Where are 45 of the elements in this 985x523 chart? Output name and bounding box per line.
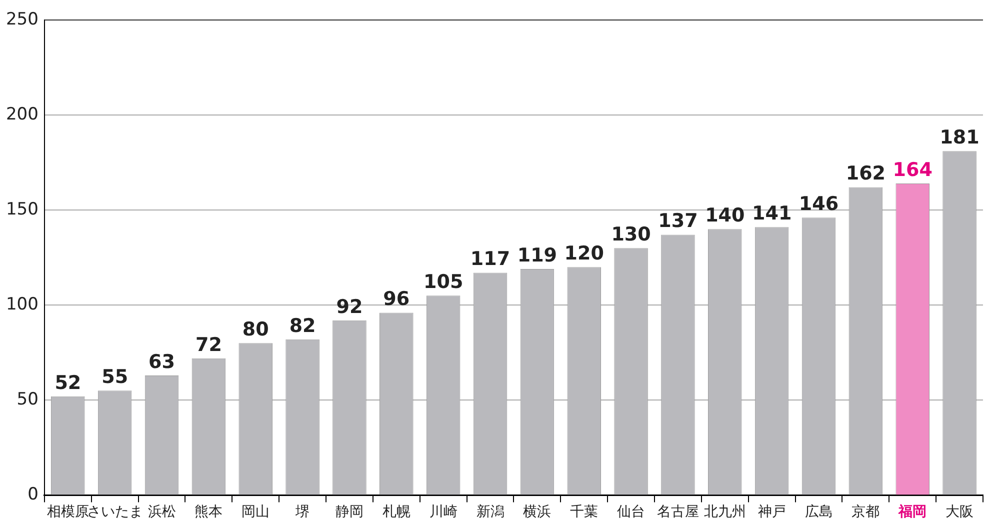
data-label: 130 xyxy=(611,224,651,246)
data-label: 140 xyxy=(705,204,745,227)
data-label: 52 xyxy=(54,372,82,394)
data-label: 120 xyxy=(564,242,604,265)
x-tick-label: 大阪 xyxy=(946,504,974,520)
data-label: 80 xyxy=(242,318,269,341)
data-label: 82 xyxy=(289,314,316,337)
x-tick-label: 神戸 xyxy=(758,504,786,520)
x-tick-label: 仙台 xyxy=(617,504,646,520)
x-tick-label: 札幌 xyxy=(382,504,410,520)
x-tick-label: 北九州 xyxy=(704,504,746,520)
x-tick-label: 岡山 xyxy=(242,504,270,520)
data-label: 105 xyxy=(423,271,464,294)
data-label: 119 xyxy=(517,244,558,266)
x-tick-label: 名古屋 xyxy=(656,504,699,520)
x-tick-label: 新潟 xyxy=(476,504,504,520)
data-label: 181 xyxy=(940,126,980,149)
x-tick-label: 川崎 xyxy=(429,504,458,520)
data-label: 141 xyxy=(752,202,792,225)
y-tick-label: 250 xyxy=(6,9,38,30)
data-label: 72 xyxy=(195,334,222,356)
y-tick-label: 50 xyxy=(16,390,38,410)
x-tick-label: 浜松 xyxy=(148,504,176,520)
x-tick-label: 京都 xyxy=(852,504,880,520)
x-tick-label: 熊本 xyxy=(194,504,223,520)
x-tick-label: 横浜 xyxy=(523,504,552,520)
data-label: 164 xyxy=(892,158,932,181)
x-tick-label: 静岡 xyxy=(335,504,364,520)
y-tick-label: 0 xyxy=(28,484,38,505)
x-tick-label: 堺 xyxy=(294,504,310,520)
data-label: 96 xyxy=(383,288,410,310)
data-label: 117 xyxy=(470,248,510,270)
y-tick-label: 150 xyxy=(6,200,38,220)
data-label: 63 xyxy=(148,350,175,373)
data-label: 92 xyxy=(336,296,363,318)
x-tick-label: 千葉 xyxy=(570,504,598,520)
data-label: 137 xyxy=(658,210,698,232)
y-tick-label: 200 xyxy=(6,104,38,124)
data-label: 146 xyxy=(798,193,839,216)
data-label: 55 xyxy=(102,366,128,388)
data-label: 162 xyxy=(846,162,886,185)
x-tick-label: 福岡 xyxy=(898,503,927,520)
x-tick-label: 広島 xyxy=(804,504,833,520)
y-tick-label: 100 xyxy=(6,294,38,315)
x-tick-label: 相模原 xyxy=(46,504,89,520)
